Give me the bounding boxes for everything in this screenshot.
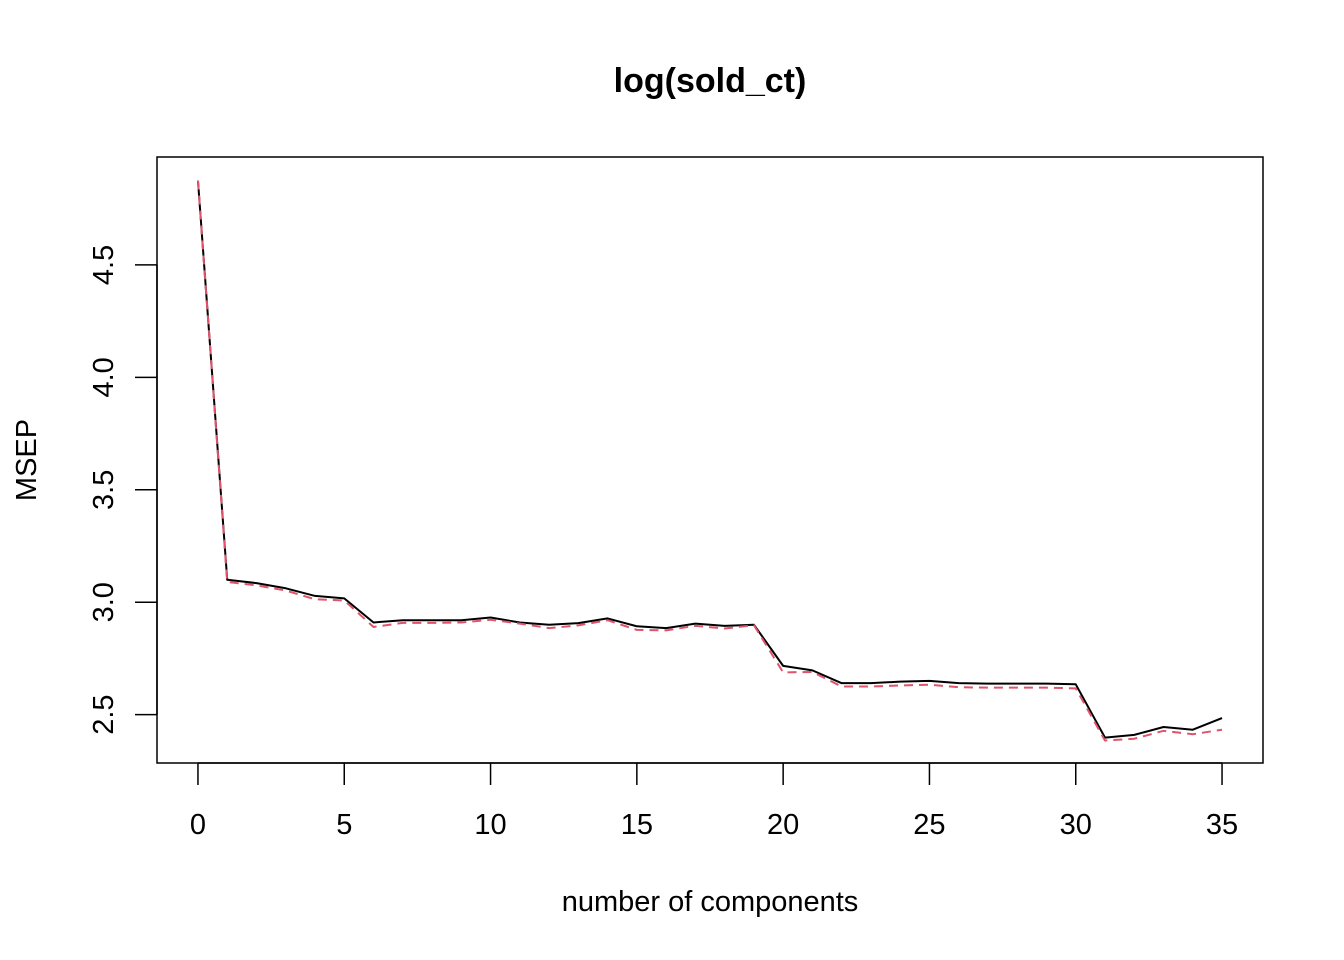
y-tick-label: 2.5 (88, 694, 120, 734)
x-tick-label: 25 (913, 809, 945, 841)
y-tick-label: 3.5 (88, 470, 120, 510)
series-layer (196, 180, 1223, 742)
series-line-1 (196, 180, 1223, 739)
y-tick-label: 4.5 (88, 245, 120, 285)
y-axis: 2.5 3.0 3.5 4.0 4.5 (88, 245, 158, 735)
x-tick-label: 5 (336, 809, 352, 841)
x-axis-label: number of components (562, 886, 859, 918)
y-tick-label: 4.0 (88, 357, 120, 397)
plot-area-frame (156, 156, 1264, 764)
x-tick-label: 15 (621, 809, 653, 841)
x-tick-label: 30 (1060, 809, 1092, 841)
y-tick-label: 3.0 (88, 582, 120, 622)
x-axis: 0 5 10 15 20 25 30 35 (190, 762, 1238, 841)
x-tick-label: 0 (190, 809, 206, 841)
chart-title: log(sold_ct) (614, 62, 807, 100)
x-tick-label: 20 (767, 809, 799, 841)
x-tick-label: 35 (1206, 809, 1238, 841)
x-tick-label: 10 (474, 809, 506, 841)
series-line-2 (196, 180, 1223, 742)
y-axis-label: MSEP (11, 419, 43, 501)
